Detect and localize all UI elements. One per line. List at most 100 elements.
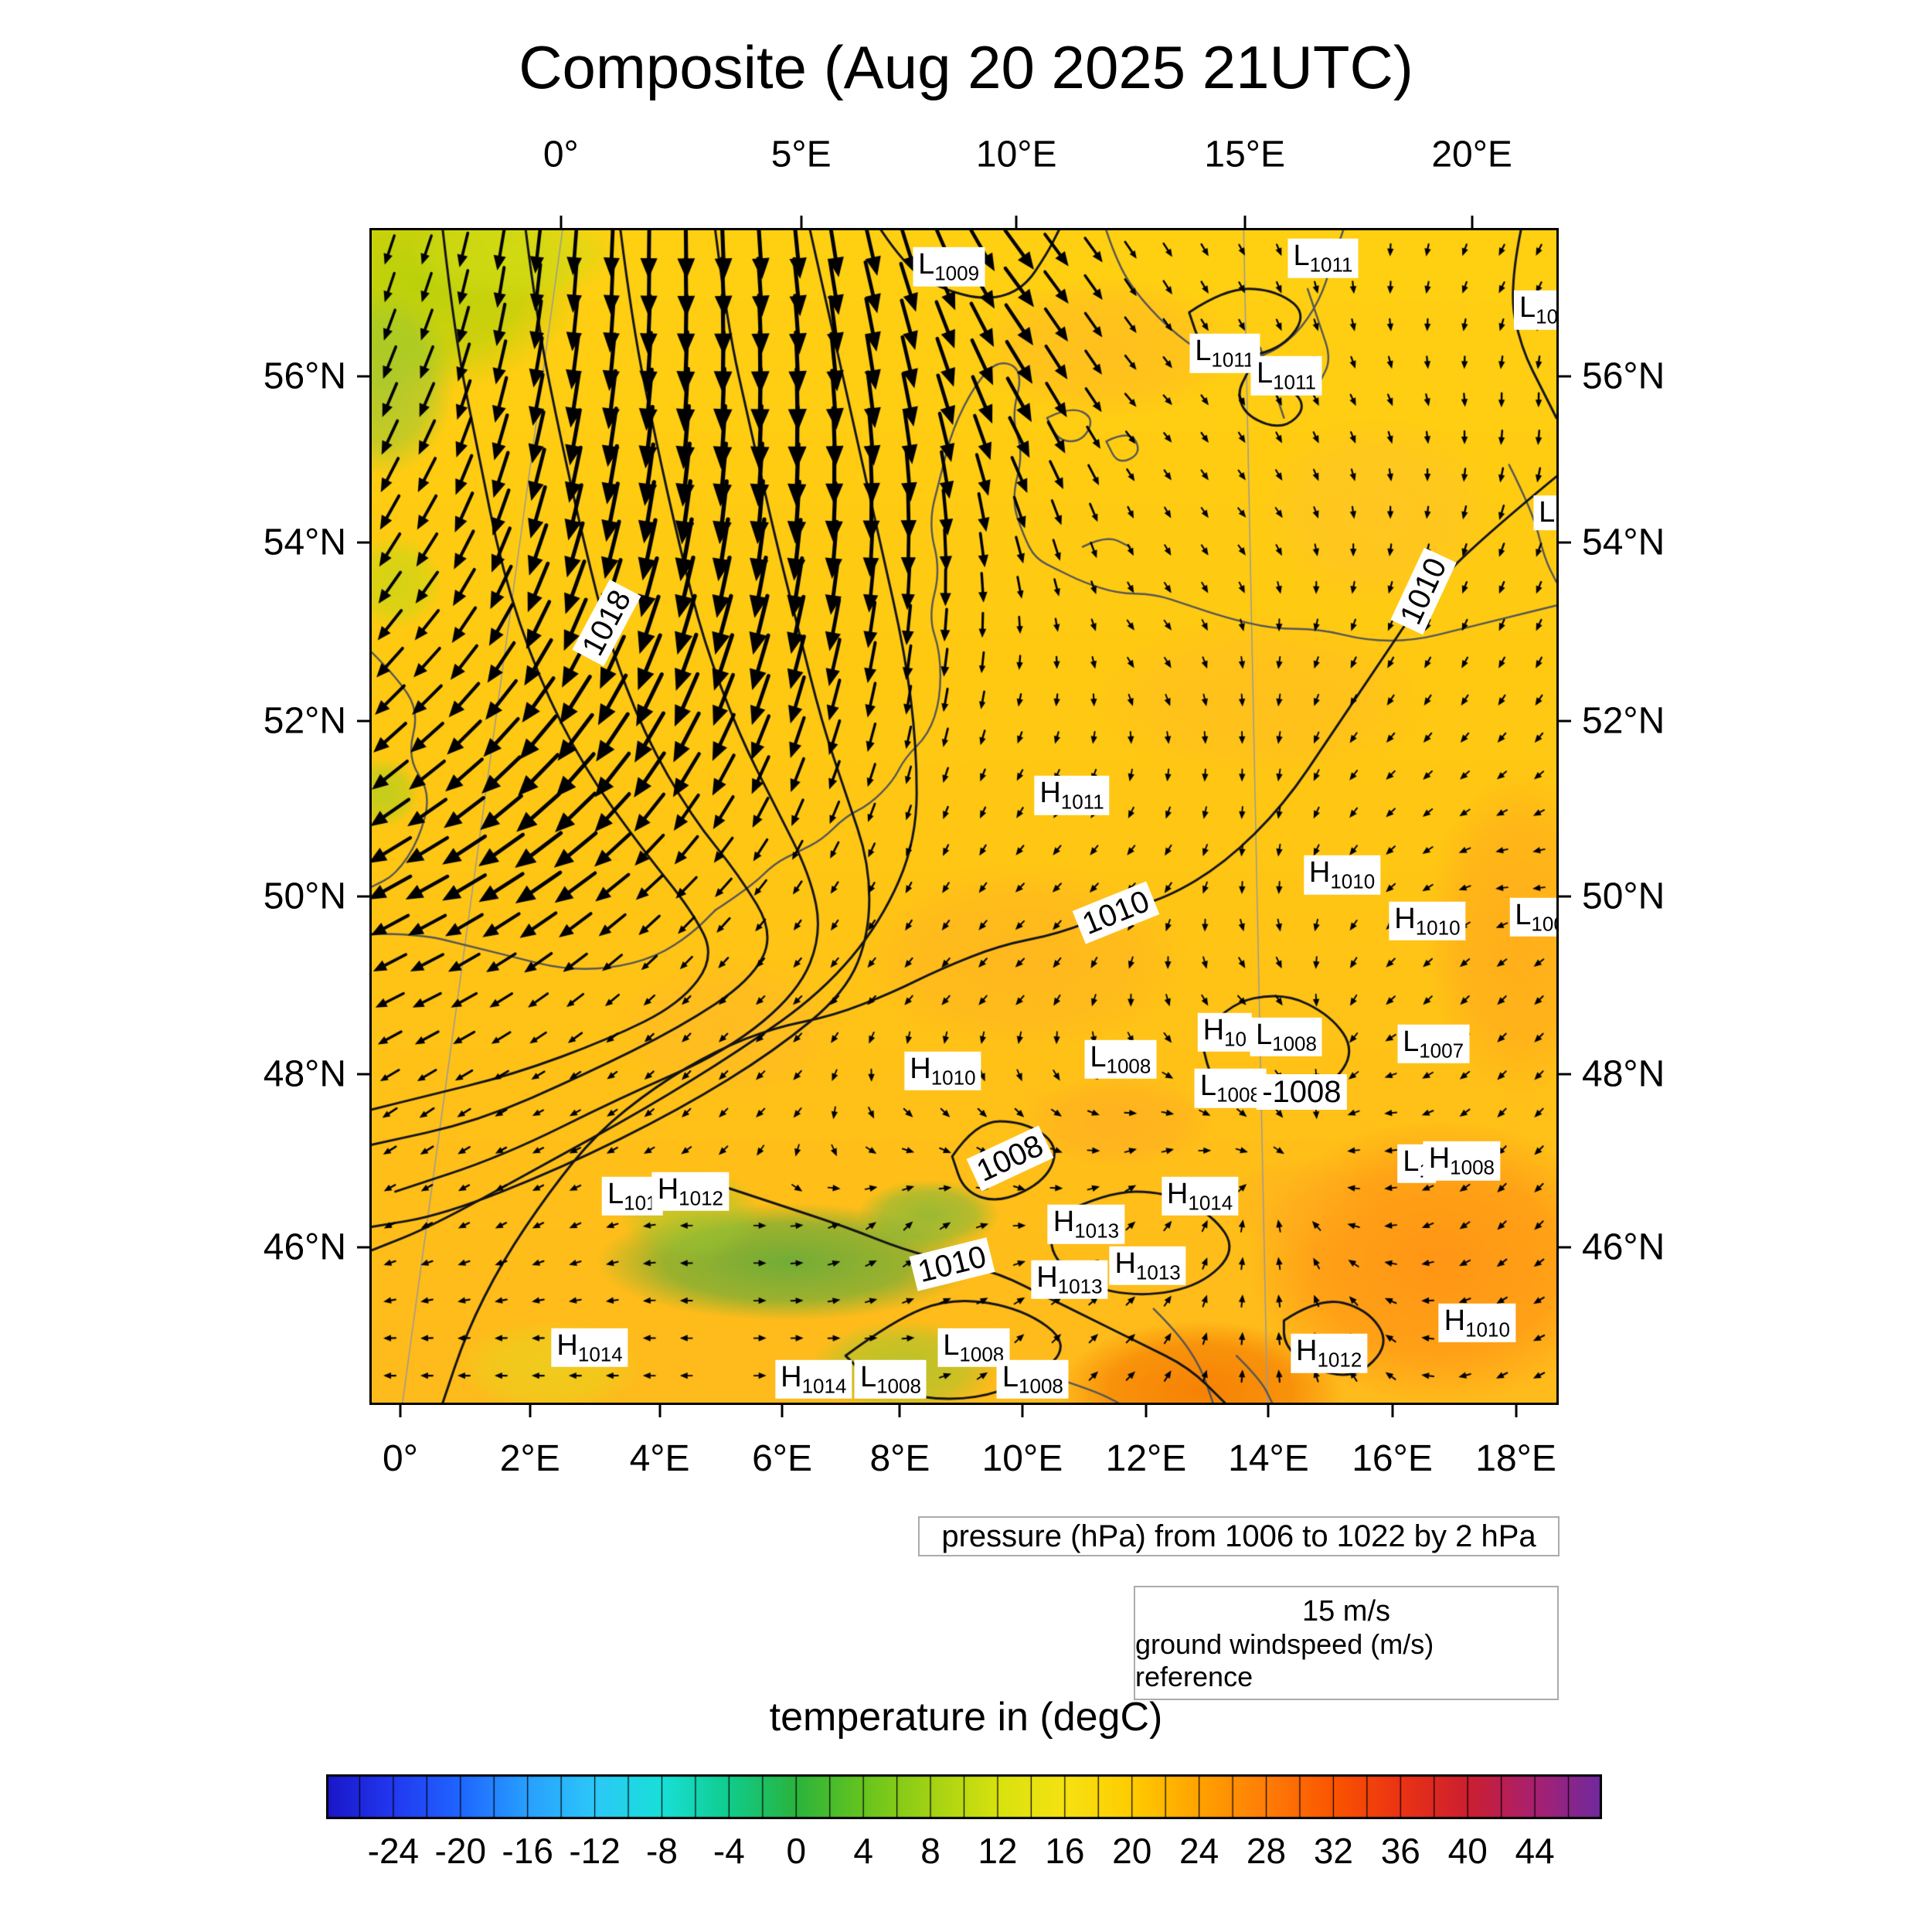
pressure-center-value: 101	[624, 1191, 658, 1215]
pressure-center-value: 1007	[1419, 1039, 1464, 1063]
pressure-caption-box: pressure (hPa) from 1006 to 1022 by 2 hP…	[918, 1516, 1560, 1556]
y-tick-mark-right	[1559, 1073, 1571, 1076]
pressure-center-value: 1014	[1188, 1191, 1233, 1215]
pressure-center-label: H1010	[1438, 1303, 1515, 1343]
x-tick-label-bottom: 2°E	[499, 1438, 560, 1479]
pressure-center-value: 1014	[801, 1374, 847, 1398]
pressure-center-label: H1013	[1109, 1246, 1186, 1285]
pressure-center-label: H1010	[1389, 901, 1466, 940]
pressure-labels-layer: L1009 L1011 L1011 L1011 L10 L H1011 H1010 H1010 L…	[372, 230, 1556, 1403]
y-tick-mark-left	[357, 719, 369, 723]
pressure-center-label: L1011	[1189, 334, 1260, 373]
pressure-center-label: H10	[1197, 1012, 1252, 1052]
x-tick-label-bottom: 10°E	[981, 1438, 1063, 1479]
y-tick-label-left: 46°N	[263, 1226, 346, 1268]
pressure-center-value: 10	[1224, 1026, 1247, 1050]
x-tick-mark-bottom	[1267, 1405, 1270, 1417]
pressure-center-label: L1008	[1194, 1069, 1267, 1108]
pressure-center-label: H1012	[651, 1172, 730, 1212]
colorbar-title: temperature in (degC)	[769, 1695, 1163, 1740]
y-tick-label-left: 56°N	[263, 355, 346, 397]
wind-reference-box: 15 m/s ground windspeed (m/s) reference	[1134, 1586, 1559, 1700]
x-tick-mark-top	[1243, 216, 1247, 228]
contour-label: 1010	[909, 1237, 995, 1291]
pressure-center-label: L	[1533, 495, 1556, 531]
colorbar-tick-label: 28	[1246, 1831, 1287, 1871]
pressure-center-value: 1008	[1019, 1374, 1063, 1398]
pressure-center-value: 1009	[934, 261, 980, 285]
x-tick-mark-bottom	[1145, 1405, 1148, 1417]
x-tick-mark-top	[1015, 216, 1018, 228]
pressure-center-value: 1012	[1317, 1348, 1362, 1372]
y-tick-label-right: 52°N	[1582, 700, 1665, 742]
pressure-center-value: 1008	[1272, 1032, 1317, 1056]
y-tick-label-right: 50°N	[1582, 876, 1665, 917]
colorbar-tick-label: 32	[1313, 1831, 1353, 1871]
pressure-center-value: 1011	[1273, 370, 1316, 394]
x-tick-label-top: 20°E	[1431, 134, 1512, 175]
pressure-center-label: H1014	[775, 1359, 852, 1399]
x-tick-mark-top	[560, 216, 563, 228]
x-tick-mark-bottom	[898, 1405, 901, 1417]
colorbar-tick-label: 8	[920, 1831, 940, 1871]
map-plot-area: L1009 L1011 L1011 L1011 L10 L H1011 H1010 H1010 L…	[369, 228, 1559, 1405]
colorbar-tick-label: -12	[569, 1831, 621, 1871]
pressure-center-label: L1008	[1084, 1039, 1157, 1079]
map-panel: L1009 L1011 L1011 L1011 L10 L H1011 H1010 H1010 L…	[264, 134, 1665, 1480]
pressure-center-label: L1008	[996, 1359, 1069, 1399]
pressure-center-value: 1010	[1330, 869, 1376, 893]
colorbar-tick-label: -16	[502, 1831, 553, 1871]
x-tick-label-top: 10°E	[975, 134, 1057, 175]
pressure-center-value: 1012	[679, 1186, 724, 1210]
y-tick-label-left: 52°N	[263, 700, 346, 742]
x-tick-mark-bottom	[529, 1405, 532, 1417]
pressure-center-value: 1013	[1074, 1219, 1120, 1243]
pressure-center-value: 1013	[1057, 1274, 1103, 1298]
x-tick-label-bottom: 14°E	[1228, 1438, 1309, 1479]
pressure-center-label: H1013	[1031, 1260, 1108, 1299]
pressure-center-label: L10	[1513, 290, 1559, 330]
x-tick-mark-bottom	[1021, 1405, 1024, 1417]
colorbar-tick-label: 44	[1515, 1831, 1555, 1871]
y-tick-mark-left	[357, 1246, 369, 1249]
y-tick-label-right: 56°N	[1582, 355, 1665, 397]
pressure-center-label: L1008	[854, 1359, 927, 1399]
x-tick-label-bottom: 18°E	[1475, 1438, 1556, 1479]
pressure-center-label: H1008	[1423, 1141, 1501, 1181]
pressure-center-value: 1014	[577, 1342, 623, 1366]
pressure-center-label: L100	[1509, 897, 1556, 937]
temperature-wind-pressure-canvas	[372, 230, 1556, 1403]
y-tick-mark-right	[1559, 375, 1571, 378]
contour-label: 1010	[1072, 881, 1160, 944]
colorbar-tick-label: 40	[1447, 1831, 1488, 1871]
x-tick-label-bottom: 12°E	[1105, 1438, 1187, 1479]
pressure-center-label: L1011	[1287, 239, 1359, 278]
colorbar-tick-label: -4	[713, 1831, 745, 1871]
y-tick-mark-left	[357, 895, 369, 898]
x-tick-label-top: 0°	[543, 134, 579, 175]
contour-label: -1008	[1257, 1073, 1347, 1110]
pressure-center-value: 1011	[1060, 790, 1104, 814]
y-tick-mark-right	[1559, 895, 1571, 898]
wind-reference-caption: ground windspeed (m/s) reference	[1135, 1628, 1434, 1692]
colorbar-tick-label: 16	[1045, 1831, 1085, 1871]
pressure-center-value: 10	[1536, 304, 1559, 328]
colorbar-tick-label: -20	[434, 1831, 487, 1871]
pressure-center-label: L1011	[1250, 355, 1321, 396]
x-tick-mark-bottom	[1391, 1405, 1394, 1417]
x-tick-label-bottom: 0°	[383, 1438, 418, 1479]
x-tick-mark-top	[1471, 216, 1474, 228]
colorbar-tick-label: 36	[1380, 1831, 1420, 1871]
pressure-center-label: H1010	[1303, 855, 1381, 895]
x-tick-mark-bottom	[781, 1405, 784, 1417]
y-tick-mark-left	[357, 1073, 369, 1076]
contour-label: 1018	[572, 579, 641, 667]
x-tick-label-bottom: 6°E	[752, 1438, 812, 1479]
y-tick-label-right: 54°N	[1582, 522, 1665, 563]
y-tick-mark-left	[357, 375, 369, 378]
pressure-center-value: 1008	[959, 1342, 1005, 1366]
wind-reference-speed-label: 15 m/s	[1301, 1595, 1391, 1628]
figure-title: Composite (Aug 20 2025 21UTC)	[519, 33, 1413, 101]
y-tick-label-left: 48°N	[263, 1053, 346, 1095]
